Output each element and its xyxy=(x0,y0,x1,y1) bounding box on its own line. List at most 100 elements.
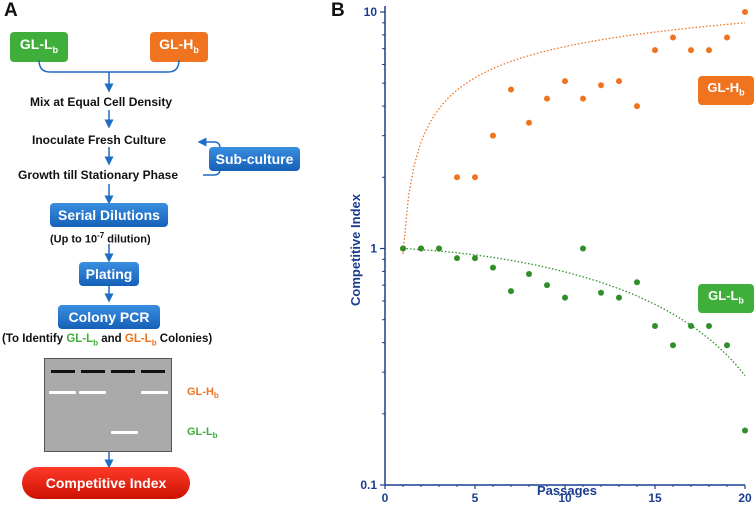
chart-points xyxy=(400,9,748,434)
data-point-gl-hb xyxy=(598,82,604,89)
identify-suffix: Colonies) xyxy=(156,333,213,345)
gel-band-high xyxy=(49,391,76,394)
data-point-gl-hb xyxy=(706,47,712,54)
data-point-gl-hb xyxy=(490,132,496,139)
panel-a-label: A xyxy=(4,0,18,21)
gel-well xyxy=(51,370,75,373)
data-point-gl-lb xyxy=(742,427,748,434)
x-axis-label: Passages xyxy=(537,483,597,498)
step-mix: Mix at Equal Cell Density xyxy=(30,95,173,109)
strain-gl-lb-sub: b xyxy=(52,44,59,55)
data-point-gl-lb xyxy=(616,294,622,301)
data-point-gl-lb xyxy=(544,282,550,289)
data-point-gl-lb xyxy=(688,323,694,330)
data-point-gl-lb xyxy=(508,288,514,295)
data-point-gl-lb xyxy=(634,279,640,286)
y-tick-label: 0.1 xyxy=(360,478,377,492)
panel-b-label: B xyxy=(331,0,345,21)
data-point-gl-lb xyxy=(436,245,442,252)
dilution-note-exp: -7 xyxy=(97,231,105,240)
data-point-gl-lb xyxy=(670,342,676,349)
gel-label-gl-lb: GL-Lb xyxy=(187,426,218,440)
dilution-note-suffix: dilution) xyxy=(104,233,151,246)
gel-label-gl-lb-name: GL-L xyxy=(187,426,213,438)
data-point-gl-hb xyxy=(562,78,568,85)
data-point-gl-lb xyxy=(580,245,586,252)
data-point-gl-hb xyxy=(526,119,532,126)
strain-gl-hb-name: GL-H xyxy=(159,36,194,52)
y-axis-label: Competitive Index xyxy=(348,193,363,306)
plating-box: Plating xyxy=(79,262,139,286)
y-tick-label: 10 xyxy=(364,5,378,19)
gel-well xyxy=(81,370,105,373)
series-label-gl-hb-name: GL-H xyxy=(707,80,740,95)
step-growth: Growth till Stationary Phase xyxy=(18,168,179,182)
x-tick-label: 0 xyxy=(382,491,389,505)
chart-axes: 0 5 10 15 20 0.1 1 10 xyxy=(360,5,752,505)
data-point-gl-hb xyxy=(580,95,586,102)
identify-strain1: GL-Lb xyxy=(66,333,99,348)
gel-well xyxy=(111,370,135,373)
trendline-gl-lb xyxy=(402,247,746,377)
competitive-index-pill: Competitive Index xyxy=(22,467,190,499)
identify-strain2-name: GL-L xyxy=(124,333,152,345)
gel-label-gl-hb-name: GL-H xyxy=(187,386,214,398)
data-point-gl-lb xyxy=(418,245,424,252)
series-label-gl-lb-name: GL-L xyxy=(708,288,739,303)
chart-trendlines xyxy=(402,22,746,377)
series-label-gl-hb: GL-Hb xyxy=(698,76,754,105)
data-point-gl-hb xyxy=(742,9,748,15)
gel-label-gl-hb-sub: b xyxy=(213,391,219,401)
identify-strain1-name: GL-L xyxy=(66,333,94,345)
data-point-gl-lb xyxy=(454,255,460,262)
strain-gl-lb-tag: GL-Lb xyxy=(10,32,68,62)
trendline-gl-hb xyxy=(402,22,746,254)
identify-and: and xyxy=(98,333,125,345)
data-point-gl-hb xyxy=(616,78,622,85)
data-point-gl-lb xyxy=(706,323,712,330)
data-point-gl-lb xyxy=(598,289,604,296)
identify-note: (To Identify GL-Lb and GL-Lb Colonies) xyxy=(2,333,212,347)
strain-gl-lb-name: GL-L xyxy=(19,36,53,52)
data-point-gl-lb xyxy=(490,264,496,271)
data-point-gl-lb xyxy=(562,294,568,301)
x-tick-label: 15 xyxy=(648,491,662,505)
series-label-gl-lb-sub: b xyxy=(738,295,744,306)
dilution-note: (Up to 10-7 dilution) xyxy=(50,231,151,246)
y-tick-label: 1 xyxy=(370,242,377,256)
strain-gl-hb-tag: GL-Hb xyxy=(150,32,208,62)
data-point-gl-hb xyxy=(472,174,478,181)
colony-pcr-box: Colony PCR xyxy=(58,305,160,329)
gel-band-high xyxy=(79,391,106,394)
subculture-box: Sub-culture xyxy=(209,147,300,171)
x-tick-label: 10 xyxy=(558,491,572,505)
data-point-gl-lb xyxy=(526,271,532,278)
data-point-gl-hb xyxy=(454,174,460,181)
series-label-gl-hb-sub: b xyxy=(739,87,745,98)
series-label-gl-lb: GL-Lb xyxy=(698,284,754,313)
data-point-gl-hb xyxy=(508,86,514,93)
data-point-gl-lb xyxy=(652,323,658,330)
strain-gl-hb-sub: b xyxy=(193,44,199,55)
data-point-gl-hb xyxy=(544,95,550,102)
step-inoculate: Inoculate Fresh Culture xyxy=(32,133,167,147)
identify-prefix: (To Identify xyxy=(2,333,67,345)
serial-dilutions-box: Serial Dilutions xyxy=(50,203,168,227)
data-point-gl-hb xyxy=(652,47,658,54)
data-point-gl-lb xyxy=(400,245,406,252)
identify-strain2: GL-Lb xyxy=(124,333,157,347)
gel-label-gl-lb-sub: b xyxy=(212,431,218,441)
data-point-gl-lb xyxy=(472,255,478,262)
data-point-gl-hb xyxy=(670,34,676,41)
dilution-note-prefix: (Up to 10 xyxy=(50,233,98,246)
pcr-gel-image xyxy=(44,358,172,452)
gel-band-high xyxy=(141,391,168,394)
data-point-gl-hb xyxy=(724,34,730,41)
data-point-gl-hb xyxy=(688,47,694,54)
data-point-gl-lb xyxy=(724,342,730,349)
data-point-gl-hb xyxy=(634,103,640,110)
gel-label-gl-hb: GL-Hb xyxy=(187,386,219,400)
identify-strain1-sub: b xyxy=(93,338,99,348)
gel-well xyxy=(141,370,165,373)
